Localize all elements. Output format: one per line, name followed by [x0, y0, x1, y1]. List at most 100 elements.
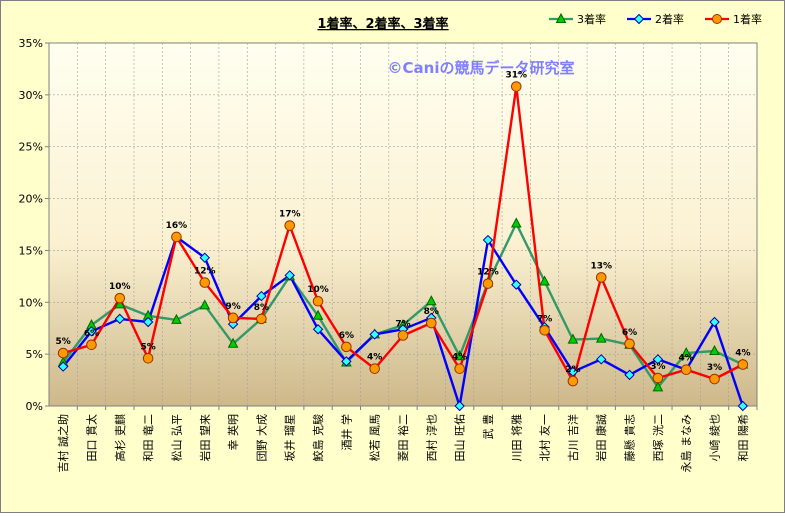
- y-tick-label: 30%: [19, 89, 43, 102]
- point-2nd-rate: [341, 356, 352, 367]
- point-2nd-rate: [624, 369, 635, 381]
- point-1st-rate: [312, 295, 324, 307]
- point-1st-rate: [737, 359, 749, 370]
- data-label: 7%: [537, 314, 552, 324]
- point-2nd-rate: [652, 354, 664, 365]
- data-label: 4%: [679, 354, 694, 364]
- point-3rd-rate: [425, 295, 437, 306]
- point-2nd-rate: [284, 270, 295, 281]
- data-label: 4%: [367, 353, 382, 363]
- data-label: 5%: [56, 337, 71, 347]
- point-2nd-rate: [596, 354, 607, 365]
- point-1st-rate: [57, 347, 69, 359]
- point-2nd-rate: [369, 329, 380, 340]
- data-label: 6%: [339, 331, 354, 341]
- x-tick-label: 古川 吉洋: [566, 414, 580, 462]
- point-1st-rate: [680, 364, 692, 376]
- legend-label: 1着率: [733, 12, 762, 26]
- point-1st-rate: [171, 231, 182, 243]
- y-tick-label: 20%: [19, 193, 43, 206]
- point-2nd-rate: [86, 326, 97, 337]
- point-2nd-rate: [256, 290, 267, 302]
- legend-marker: [633, 13, 645, 25]
- point-3rd-rate: [539, 275, 550, 286]
- point-1st-rate: [539, 324, 550, 336]
- data-label: 10%: [109, 282, 131, 292]
- point-1st-rate: [510, 81, 522, 92]
- point-3rd-rate: [680, 347, 692, 358]
- x-tick-label: 和田 陽希: [736, 414, 750, 462]
- point-1st-rate: [567, 375, 579, 387]
- point-2nd-rate: [709, 316, 720, 328]
- data-label: 3%: [650, 362, 665, 372]
- point-3rd-rate: [567, 333, 579, 344]
- point-1st-rate: [482, 278, 494, 289]
- point-1st-rate: [595, 272, 607, 283]
- data-label: 5%: [140, 342, 155, 352]
- x-tick-label: 松山 弘平: [169, 414, 183, 462]
- point-1st-rate: [284, 220, 296, 231]
- x-tick-label: 永島 まなみ: [679, 414, 693, 473]
- x-tick-label: 武 豊: [482, 414, 495, 440]
- point-1st-rate: [227, 312, 239, 324]
- x-tick-label: 吉村 誠之助: [56, 414, 70, 473]
- x-tick-label: 川田 将雅: [509, 414, 523, 462]
- point-1st-rate: [369, 363, 380, 374]
- point-3rd-rate: [510, 217, 522, 228]
- point-2nd-rate: [482, 234, 494, 246]
- x-tick-label: 幸 英明: [226, 414, 240, 451]
- x-tick-label: 高杉 吏麒: [113, 414, 127, 462]
- point-1st-rate: [397, 330, 409, 341]
- data-label: 4%: [452, 353, 467, 363]
- point-1st-rate: [256, 313, 267, 325]
- point-3rd-rate: [114, 298, 126, 309]
- data-label: 7%: [395, 319, 410, 329]
- point-3rd-rate: [709, 344, 720, 356]
- x-tick-label: 松若 風馬: [368, 414, 382, 462]
- data-label: 17%: [279, 210, 301, 220]
- point-1st-rate: [86, 339, 97, 351]
- y-tick-label: 35%: [19, 37, 43, 50]
- y-tick-label: 0%: [26, 400, 43, 413]
- x-tick-label: 田口 貫太: [85, 414, 98, 462]
- y-tick-label: 15%: [19, 244, 43, 257]
- data-label: 4%: [735, 349, 750, 359]
- data-label: 12%: [194, 267, 216, 277]
- point-3rd-rate: [652, 381, 664, 392]
- point-1st-rate: [142, 352, 154, 364]
- legend-marker: [712, 14, 722, 24]
- watermark: ©Caniの競馬データ研究室: [388, 59, 575, 77]
- legend: 3着率 2着率 1着率: [549, 12, 762, 26]
- chart-title: 1着率、2着率、3着率: [317, 16, 448, 32]
- data-label: 6%: [84, 329, 99, 339]
- data-label: 31%: [506, 71, 528, 81]
- data-label: 12%: [477, 268, 499, 278]
- x-tick-label: 岩田 康誠: [594, 414, 608, 462]
- x-tick-label: 菱田 裕二: [397, 414, 410, 462]
- y-tick-label: 10%: [19, 296, 43, 309]
- data-label: 8%: [424, 307, 439, 317]
- x-tick-label: 小崎 綾也: [708, 414, 722, 462]
- point-1st-rate: [454, 363, 465, 374]
- plot-area: [48, 42, 758, 407]
- x-tick-label: 岩田 望来: [198, 414, 212, 462]
- point-1st-rate: [709, 373, 720, 385]
- x-tick-label: 団野 大成: [254, 414, 268, 462]
- x-tick-label: 西村 淳也: [424, 414, 438, 462]
- x-tick-label: 北村 友一: [538, 414, 552, 462]
- point-2nd-rate: [199, 252, 210, 263]
- y-tick-label: 5%: [26, 348, 43, 361]
- data-label: 13%: [590, 261, 612, 271]
- point-3rd-rate: [454, 350, 465, 361]
- data-label: 3%: [707, 363, 722, 373]
- x-tick-label: 鮫島 克駿: [311, 414, 325, 462]
- data-label: 9%: [225, 302, 240, 312]
- legend-marker: [555, 12, 567, 23]
- point-1st-rate: [652, 372, 664, 384]
- legend-label: 3着率: [577, 12, 606, 26]
- x-tick-label: 和田 竜二: [141, 414, 155, 462]
- data-label: 6%: [622, 328, 637, 338]
- x-tick-label: 酒井 学: [339, 414, 353, 451]
